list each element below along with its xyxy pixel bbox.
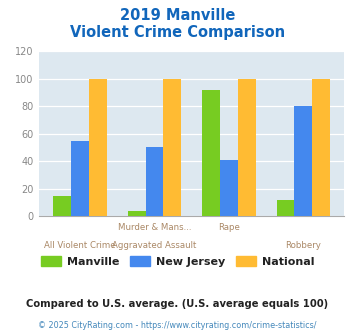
Text: Murder & Mans...: Murder & Mans... [118,223,191,232]
Bar [277,200,294,216]
Text: Rape: Rape [218,223,240,232]
Text: All Violent Crime: All Violent Crime [44,241,116,250]
Bar [89,79,107,216]
Bar [294,106,312,216]
Legend: Manville, New Jersey, National: Manville, New Jersey, National [41,255,314,267]
Text: Robbery: Robbery [285,241,321,250]
Bar [71,141,89,216]
Bar [202,90,220,216]
Bar [128,211,146,216]
Bar [220,160,238,216]
Text: Violent Crime Comparison: Violent Crime Comparison [70,25,285,40]
Bar [238,79,256,216]
Text: 2019 Manville: 2019 Manville [120,8,235,23]
Bar [312,79,330,216]
Bar [53,195,71,216]
Text: Compared to U.S. average. (U.S. average equals 100): Compared to U.S. average. (U.S. average … [26,299,329,309]
Bar [146,148,163,216]
Text: © 2025 CityRating.com - https://www.cityrating.com/crime-statistics/: © 2025 CityRating.com - https://www.city… [38,321,317,330]
Bar [163,79,181,216]
Text: Aggravated Assault: Aggravated Assault [112,241,197,250]
